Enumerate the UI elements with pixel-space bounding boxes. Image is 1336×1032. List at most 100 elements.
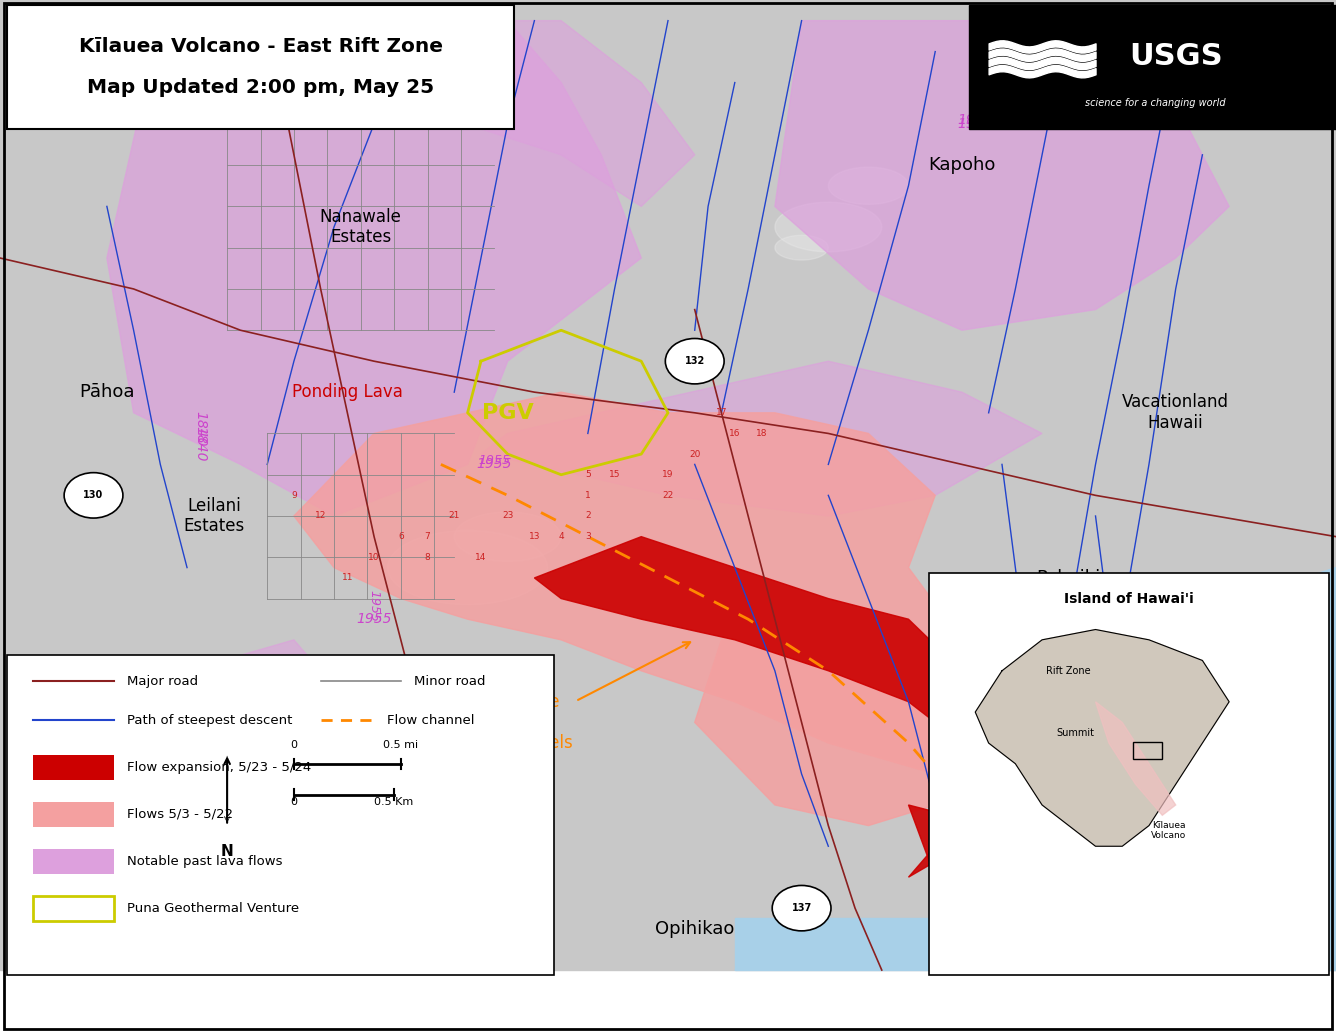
Text: Puna Geothermal Venture: Puna Geothermal Venture: [127, 902, 299, 915]
Text: 1840: 1840: [370, 55, 405, 69]
FancyBboxPatch shape: [7, 655, 554, 975]
Polygon shape: [294, 392, 1002, 774]
Text: Pohoiki: Pohoiki: [1037, 569, 1101, 587]
Text: 14: 14: [476, 553, 486, 561]
Text: 1840: 1840: [194, 426, 207, 461]
Bar: [33, 849, 114, 874]
Text: Opihikao: Opihikao: [655, 920, 735, 938]
Text: 0.5 mi: 0.5 mi: [383, 740, 418, 750]
Text: 4: 4: [558, 533, 564, 541]
Text: 1: 1: [585, 491, 591, 499]
Circle shape: [772, 885, 831, 931]
Text: Island of Hawai'i: Island of Hawai'i: [1063, 591, 1194, 606]
Polygon shape: [454, 512, 561, 561]
Text: 10: 10: [369, 553, 379, 561]
Bar: [33, 755, 114, 780]
Text: 7: 7: [425, 533, 430, 541]
Polygon shape: [187, 640, 347, 743]
Text: Summit: Summit: [1057, 728, 1094, 738]
Circle shape: [665, 338, 724, 384]
Text: 12: 12: [315, 512, 326, 520]
Polygon shape: [775, 235, 828, 260]
Text: 3: 3: [585, 533, 591, 541]
Text: 6: 6: [398, 533, 403, 541]
Polygon shape: [107, 21, 641, 516]
Text: Rift Zone: Rift Zone: [1046, 666, 1092, 676]
Text: 1840: 1840: [194, 412, 207, 447]
Text: 17: 17: [716, 409, 727, 417]
Text: 1960: 1960: [958, 117, 993, 131]
Text: 16: 16: [729, 429, 740, 438]
Text: 1955: 1955: [247, 724, 261, 756]
Text: science for a changing world: science for a changing world: [1085, 98, 1226, 108]
Text: 20: 20: [689, 450, 700, 458]
Text: 0: 0: [290, 740, 298, 750]
Text: 137: 137: [791, 903, 812, 913]
Text: 11: 11: [342, 574, 353, 582]
Text: Kapoho: Kapoho: [929, 156, 995, 174]
Text: 13: 13: [529, 533, 540, 541]
Text: Path of steepest descent: Path of steepest descent: [127, 714, 293, 727]
Bar: [33, 802, 114, 827]
Polygon shape: [975, 630, 1229, 846]
Text: Flow channel: Flow channel: [387, 714, 474, 727]
Text: 0: 0: [290, 797, 298, 807]
Text: Nanawale
Estates: Nanawale Estates: [319, 207, 402, 247]
Text: 23: 23: [502, 512, 513, 520]
Text: USGS: USGS: [1129, 42, 1222, 71]
Text: 130: 130: [83, 490, 104, 501]
Text: 19: 19: [663, 471, 673, 479]
Text: Active
Ocean
Entries: Active Ocean Entries: [991, 734, 1071, 852]
Text: 21: 21: [449, 512, 460, 520]
Text: 18: 18: [756, 429, 767, 438]
Text: 8: 8: [425, 553, 430, 561]
Text: 1840: 1840: [370, 51, 405, 65]
Text: 1955: 1955: [247, 736, 261, 771]
FancyBboxPatch shape: [929, 573, 1329, 975]
Polygon shape: [695, 599, 989, 826]
Text: 132: 132: [684, 356, 705, 366]
Text: 1955: 1955: [477, 457, 512, 472]
Text: 0.5 Km: 0.5 Km: [374, 797, 414, 807]
Text: 22: 22: [663, 491, 673, 499]
Text: PGV: PGV: [482, 402, 533, 423]
Text: Pāhoa: Pāhoa: [79, 383, 135, 401]
Text: Active
Lava
Channels: Active Lava Channels: [496, 642, 691, 752]
Text: Major road: Major road: [127, 675, 198, 687]
Text: Flow expansion, 5/23 - 5/24: Flow expansion, 5/23 - 5/24: [127, 761, 311, 774]
Text: Flows 5/3 - 5/22: Flows 5/3 - 5/22: [127, 808, 232, 820]
Text: Ponding Lava: Ponding Lava: [293, 383, 402, 401]
Polygon shape: [1176, 568, 1336, 898]
FancyBboxPatch shape: [969, 5, 1336, 129]
Text: 9: 9: [291, 491, 297, 499]
Text: Vacationland
Hawaii: Vacationland Hawaii: [1122, 393, 1229, 432]
Text: Leilani
Estates: Leilani Estates: [183, 496, 244, 536]
Bar: [1133, 742, 1162, 759]
Polygon shape: [200, 784, 321, 888]
Text: N: N: [220, 844, 234, 859]
Polygon shape: [1096, 702, 1176, 815]
Text: 15: 15: [609, 471, 620, 479]
Polygon shape: [775, 21, 1229, 330]
Text: 5: 5: [585, 471, 591, 479]
Text: 1960: 1960: [958, 112, 993, 127]
Text: Kīlauea Volcano - East Rift Zone: Kīlauea Volcano - East Rift Zone: [79, 37, 442, 56]
Polygon shape: [481, 361, 1042, 516]
Polygon shape: [387, 530, 548, 605]
Bar: [33, 896, 114, 921]
Text: Kīlauea
Volcano: Kīlauea Volcano: [1152, 821, 1186, 840]
Polygon shape: [534, 537, 1002, 877]
Text: Minor road: Minor road: [414, 675, 486, 687]
Polygon shape: [735, 877, 1336, 970]
Text: Notable past lava flows: Notable past lava flows: [127, 856, 282, 868]
Text: 1955: 1955: [367, 590, 381, 622]
Polygon shape: [321, 21, 695, 206]
Bar: [735, 918, 1336, 970]
Polygon shape: [828, 167, 908, 204]
Circle shape: [64, 473, 123, 518]
FancyBboxPatch shape: [7, 5, 514, 129]
Polygon shape: [775, 202, 882, 252]
Text: Map Updated 2:00 pm, May 25: Map Updated 2:00 pm, May 25: [87, 78, 434, 97]
Polygon shape: [908, 805, 1069, 908]
Text: 2: 2: [585, 512, 591, 520]
